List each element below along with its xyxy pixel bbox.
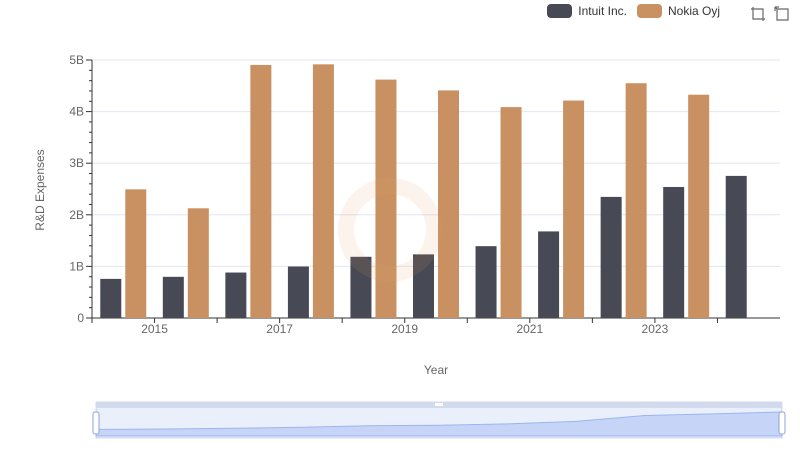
bar-nokia-2023[interactable] (688, 94, 710, 318)
y-tick-label: 1B (69, 259, 84, 273)
legend-label: Nokia Oyj (667, 4, 720, 18)
x-tick-label: 2023 (642, 322, 669, 336)
zoom-handle-right[interactable] (778, 411, 786, 435)
bar-intuit-2015[interactable] (162, 276, 184, 318)
x-tick-label: 2015 (141, 322, 168, 336)
y-axis-label: R&D Expenses (33, 149, 47, 230)
bars (100, 64, 747, 319)
bar-intuit-2018[interactable] (350, 256, 372, 318)
bar-intuit-2022[interactable] (600, 196, 622, 318)
bar-nokia-2021[interactable] (563, 100, 585, 318)
bar-nokia-2018[interactable] (375, 79, 397, 318)
x-tick-label: 2017 (266, 322, 293, 336)
bar-intuit-2023[interactable] (663, 186, 685, 318)
bar-intuit-2020[interactable] (475, 246, 497, 318)
zoom-icon[interactable] (750, 6, 766, 22)
y-tick-label: 0 (77, 311, 84, 325)
bar-nokia-2019[interactable] (438, 90, 459, 319)
data-zoom-slider[interactable] (92, 401, 786, 439)
x-tick-label: 2019 (391, 322, 418, 336)
y-tick-label: 4B (69, 105, 84, 119)
x-axis: 2015 2017 2019 2021 2023 (91, 318, 718, 336)
bar-nokia-2015[interactable] (187, 208, 209, 318)
y-axis: 0 1B 2B 3B 4B 5B (69, 53, 93, 325)
bar-nokia-2016[interactable] (250, 64, 272, 318)
y-tick-label: 2B (69, 208, 84, 222)
bar-intuit-2017[interactable] (287, 266, 309, 318)
zoom-reset-icon[interactable] (774, 6, 790, 22)
legend-item-nokia[interactable]: Nokia Oyj (636, 4, 720, 18)
y-tick-label: 3B (69, 156, 84, 170)
bar-intuit-2014[interactable] (100, 278, 122, 318)
bar-intuit-2019[interactable] (413, 254, 434, 318)
bar-nokia-2022[interactable] (625, 83, 647, 318)
zoom-handle-left[interactable] (92, 411, 100, 435)
bar-intuit-2016[interactable] (225, 272, 247, 318)
legend-swatch (636, 4, 662, 18)
bar-nokia-2020[interactable] (500, 107, 522, 318)
bar-intuit-2024[interactable] (725, 175, 747, 318)
bar-nokia-2017[interactable] (312, 64, 334, 318)
watermark-logo (338, 178, 442, 282)
legend-item-intuit[interactable]: Intuit Inc. (547, 4, 627, 18)
x-tick-label: 2021 (516, 322, 543, 336)
legend: Intuit Inc. Nokia Oyj (547, 4, 720, 18)
legend-swatch (547, 4, 573, 18)
bar-intuit-2021[interactable] (538, 231, 560, 318)
y-tick-label: 5B (69, 53, 84, 67)
toolbox (750, 6, 790, 22)
x-axis-label: Year (424, 363, 448, 377)
legend-label: Intuit Inc. (578, 4, 627, 18)
bar-nokia-2014[interactable] (125, 189, 147, 318)
